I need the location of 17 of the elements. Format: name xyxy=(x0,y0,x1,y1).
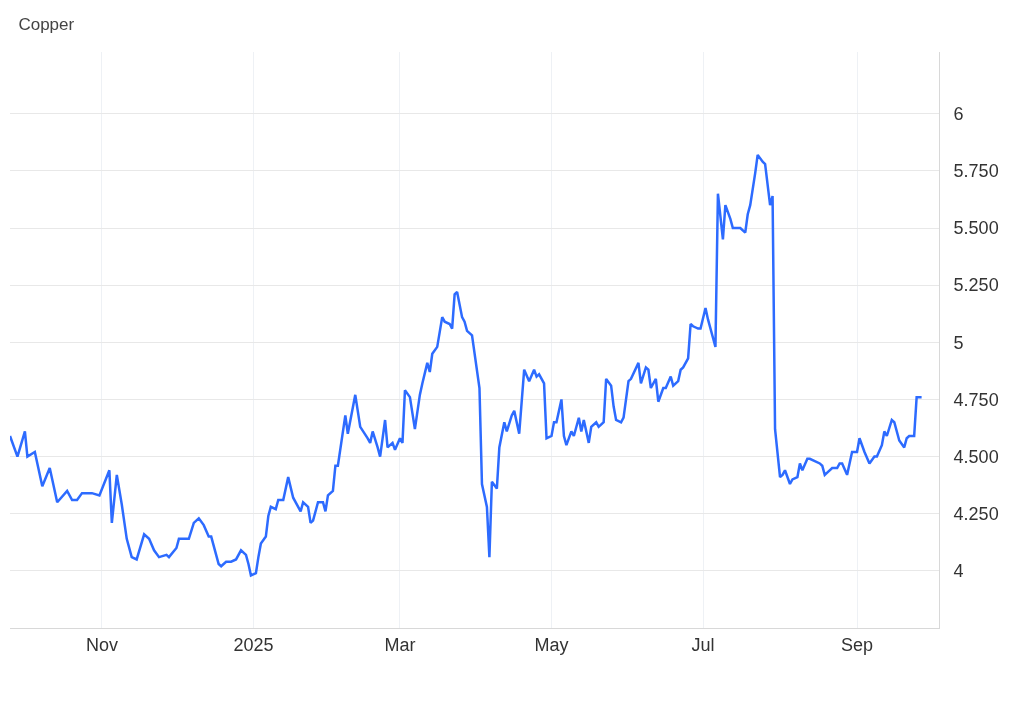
y-tick-label: 4 xyxy=(953,561,964,582)
y-tick-label: 5.250 xyxy=(953,275,999,296)
x-tick-label: 2025 xyxy=(233,634,274,655)
x-tick-label: Mar xyxy=(384,634,416,655)
y-tick-label: 5 xyxy=(953,332,964,353)
y-tick-label: 5.500 xyxy=(953,218,999,239)
x-tick-label: Nov xyxy=(85,634,118,655)
x-tick-label: Sep xyxy=(841,634,874,655)
y-tick-label: 5.750 xyxy=(953,161,999,182)
line-series xyxy=(10,153,923,577)
chart-title: Copper xyxy=(18,14,75,34)
y-tick-label: 6 xyxy=(953,104,964,125)
y-tick-label: 4.250 xyxy=(953,504,999,525)
y-tick-label: 4.750 xyxy=(953,389,999,410)
y-tick-label: 4.500 xyxy=(953,446,999,467)
x-tick-label: Jul xyxy=(691,634,715,655)
x-tick-label: May xyxy=(534,634,569,655)
